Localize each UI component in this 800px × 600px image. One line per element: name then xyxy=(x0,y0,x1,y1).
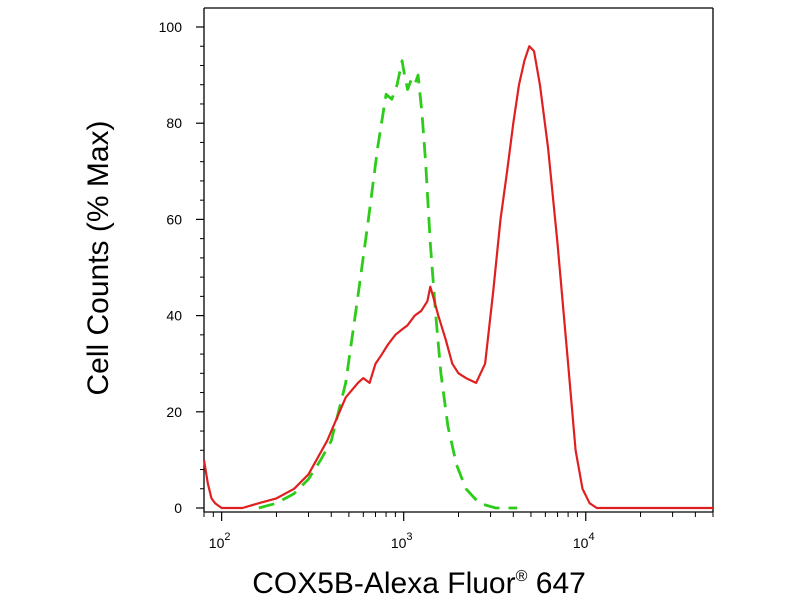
x-axis: 102 103 104 xyxy=(203,512,714,551)
y-axis-title: Cell Counts (% Max) xyxy=(82,120,115,395)
sample-series-line xyxy=(202,45,713,510)
x-axis-title-registered: ® xyxy=(516,568,528,585)
x-axis-title-main: COX5B-Alexa Fluor xyxy=(252,567,515,600)
x-axis-title-suffix: 647 xyxy=(527,567,585,600)
series-layer xyxy=(202,45,713,510)
y-tick-label: 20 xyxy=(166,404,182,420)
y-tick-label: 80 xyxy=(166,115,182,131)
x-tick-label: 104 xyxy=(573,531,595,551)
y-tick-label: 40 xyxy=(166,308,182,324)
control-series-line xyxy=(258,59,518,510)
plot-frame xyxy=(203,7,714,513)
y-tick-label: 100 xyxy=(159,19,183,35)
x-tick-label: 103 xyxy=(391,531,413,551)
y-axis: 0 20 40 60 80 100 xyxy=(159,19,204,516)
y-tick-label: 0 xyxy=(174,500,182,516)
x-axis-title: COX5B-Alexa Fluor® 647 xyxy=(252,567,586,600)
x-tick-label: 102 xyxy=(209,531,231,551)
y-tick-label: 60 xyxy=(166,211,182,227)
